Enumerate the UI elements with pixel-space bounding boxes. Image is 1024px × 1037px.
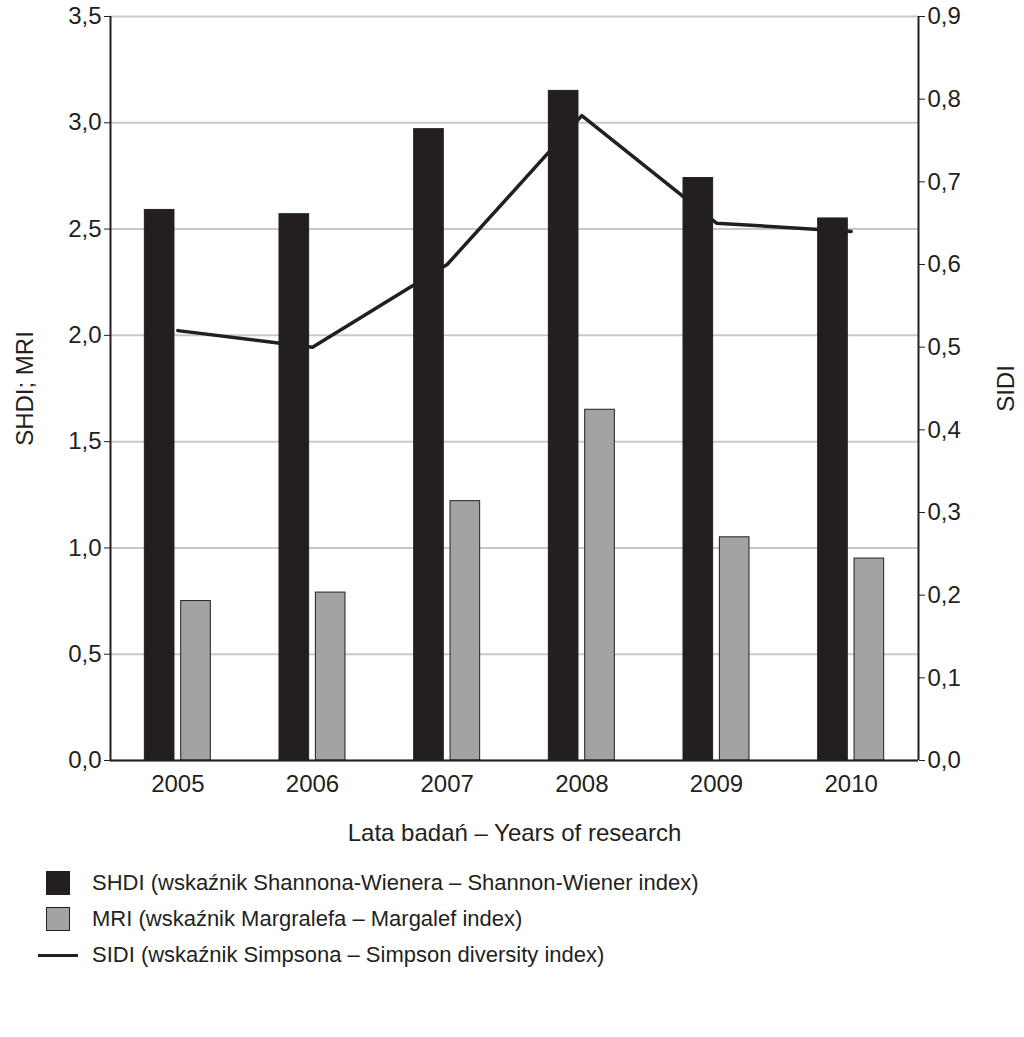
svg-text:0,0: 0,0 [68,746,101,773]
svg-text:2,0: 2,0 [68,321,101,348]
svg-text:SIDI: SIDI [992,365,1019,412]
svg-text:0,8: 0,8 [928,85,961,112]
svg-text:1,0: 1,0 [68,534,101,561]
html-text:MRI (wskaźnik Margralefa – Mar: MRI (wskaźnik Margralefa – Margalef inde… [92,906,523,931]
svg-text:0,6: 0,6 [928,250,961,277]
svg-text:2010: 2010 [824,770,877,797]
svg-text:0,0: 0,0 [928,746,961,773]
svg-text:2,5: 2,5 [68,215,101,242]
svg-text:3,5: 3,5 [68,2,101,29]
svg-text:0,9: 0,9 [928,2,961,29]
html-text:SIDI (wskaźnik Simpsona – Simp: SIDI (wskaźnik Simpsona – Simpson divers… [92,942,605,967]
svg-text:0,3: 0,3 [928,498,961,525]
svg-text:0,2: 0,2 [928,581,961,608]
svg-text:0,4: 0,4 [928,416,961,443]
svg-text:0,5: 0,5 [928,333,961,360]
svg-text:0,7: 0,7 [928,168,961,195]
svg-text:0,1: 0,1 [928,664,961,691]
svg-text:2007: 2007 [420,770,473,797]
svg-text:Lata badań – Years of research: Lata badań – Years of research [348,819,682,846]
svg-text:1,5: 1,5 [68,427,101,454]
svg-text:0,5: 0,5 [68,640,101,667]
svg-text:2006: 2006 [286,770,339,797]
svg-text:3,0: 3,0 [68,108,101,135]
html-text:SHDI (wskaźnik Shannona-Wiener: SHDI (wskaźnik Shannona-Wienera – Shanno… [92,870,699,895]
svg-text:SHDI; MRI: SHDI; MRI [11,331,38,446]
svg-text:2005: 2005 [151,770,204,797]
svg-text:2009: 2009 [690,770,743,797]
svg-text:2008: 2008 [555,770,608,797]
